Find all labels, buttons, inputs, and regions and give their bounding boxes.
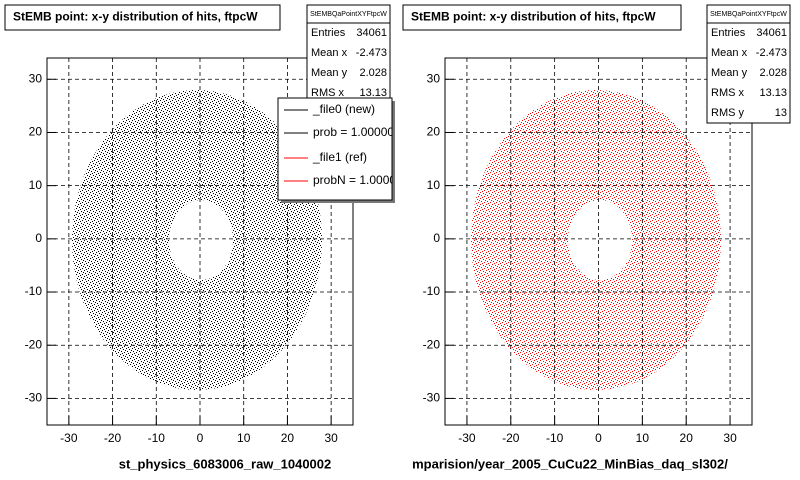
title-box xyxy=(402,4,682,31)
x-tick-label: 20 xyxy=(281,431,295,445)
stats-label: Mean y xyxy=(711,67,748,79)
stats-title: StEMBQaPointXYFtpcW xyxy=(310,11,387,18)
x-tick-label: 0 xyxy=(197,431,204,445)
y-tick-label: 10 xyxy=(29,178,43,192)
y-tick-label: -10 xyxy=(423,284,441,298)
stats-label: Mean x xyxy=(711,47,748,59)
legend-box xyxy=(277,97,393,201)
x-tick-label: -20 xyxy=(502,431,520,445)
y-tick-label: -30 xyxy=(25,391,43,405)
stats-value: 2.028 xyxy=(359,67,387,79)
x-tick-label: -10 xyxy=(546,431,564,445)
y-tick-label: -30 xyxy=(423,391,441,405)
y-tick-label: 20 xyxy=(427,125,441,139)
stats-value: -2.473 xyxy=(356,47,387,59)
x-tick-label: 10 xyxy=(237,431,251,445)
y-tick-label: 0 xyxy=(35,231,42,245)
stats-label: Mean y xyxy=(311,67,348,79)
x-tick-label: 10 xyxy=(636,431,650,445)
caption: mparision/year_2005_CuCu22_MinBias_daq_s… xyxy=(412,456,728,471)
stats-value: 34061 xyxy=(756,27,787,39)
stats-label: RMS x xyxy=(311,87,345,99)
stats-label: RMS x xyxy=(711,87,745,99)
x-tick-label: 20 xyxy=(680,431,694,445)
x-tick-label: -30 xyxy=(458,431,476,445)
x-tick-label: 30 xyxy=(324,431,338,445)
hit-cloud xyxy=(72,90,322,390)
x-tick-label: 30 xyxy=(723,431,737,445)
chart-title: StEMB point: x-y distribution of hits, f… xyxy=(411,10,656,24)
stats-label: Entries xyxy=(311,27,346,39)
stats-title: StEMBQaPointXYFtpcW xyxy=(710,11,787,18)
y-tick-label: 30 xyxy=(427,71,441,85)
x-tick-label: -20 xyxy=(104,431,122,445)
chart-layer: -30 -20 -10 0 10 20 30 -30 -20 -10 0 10 20 30 StEMB po… xyxy=(4,4,791,471)
stats-value: 34061 xyxy=(356,27,387,39)
legend-label: _file1 (ref) xyxy=(312,150,367,164)
caption: st_physics_6083006_raw_1040002 xyxy=(119,456,332,471)
stats-label: Mean x xyxy=(311,47,348,59)
y-tick-label: 0 xyxy=(433,231,440,245)
x-tick-label: 0 xyxy=(595,431,602,445)
hit-cloud xyxy=(471,90,721,390)
legend: _file0 (new) prob = 1.000000 _file1 (ref) p… xyxy=(284,102,403,187)
stats-value: 13 xyxy=(775,107,787,119)
stats-value: 13.13 xyxy=(359,87,387,99)
y-tick-label: 20 xyxy=(29,125,43,139)
y-tick-label: 10 xyxy=(427,178,441,192)
title-box xyxy=(4,4,281,31)
legend-label: prob = 1.000000 xyxy=(313,125,401,139)
stats-box xyxy=(706,4,791,124)
stats-label: RMS y xyxy=(711,107,745,119)
legend-label: _file0 (new) xyxy=(312,102,375,116)
stats-value: 13.13 xyxy=(759,87,787,99)
x-tick-label: -30 xyxy=(60,431,78,445)
y-tick-label: -20 xyxy=(423,337,441,351)
stats-value: 2.028 xyxy=(759,67,787,79)
legend-label: probN = 1.00000 xyxy=(313,173,403,187)
stats-label: Entries xyxy=(711,27,746,39)
x-tick-label: -10 xyxy=(148,431,166,445)
y-tick-label: -10 xyxy=(25,284,43,298)
y-tick-label: 30 xyxy=(29,71,43,85)
stats-value: -2.473 xyxy=(756,47,787,59)
chart-title: StEMB point: x-y distribution of hits, f… xyxy=(13,10,258,24)
y-tick-label: -20 xyxy=(25,337,43,351)
